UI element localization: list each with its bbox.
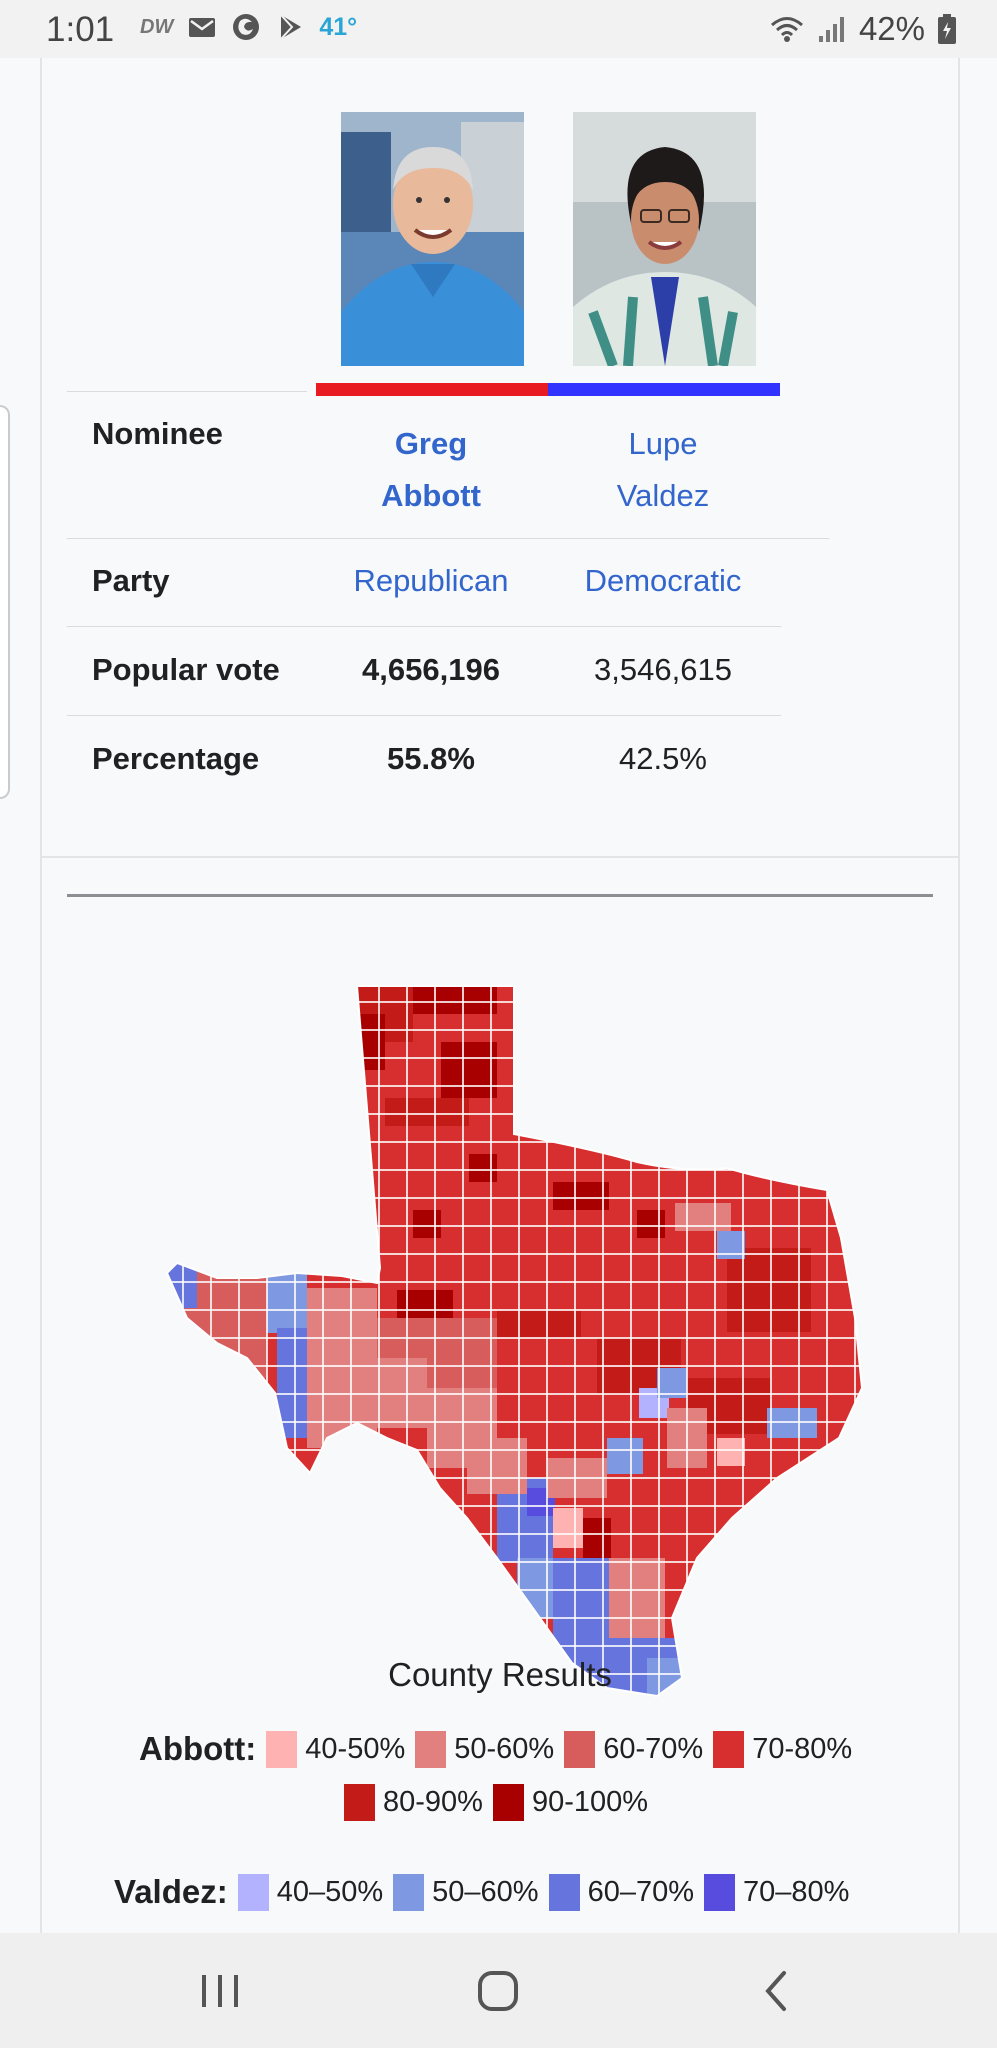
legend-item: 50–60% xyxy=(393,1873,539,1911)
nominee-abbott-first[interactable]: Greg xyxy=(394,426,468,461)
legend-swatch xyxy=(266,1730,298,1768)
play-store-icon xyxy=(280,14,302,40)
system-status-icons: 42% xyxy=(769,10,957,48)
legend-item: 70–80% xyxy=(704,1873,850,1911)
nominee-valdez-link[interactable]: Lupe Valdez xyxy=(548,418,778,522)
signal-icon xyxy=(818,17,844,42)
legend-item: 90-100% xyxy=(492,1784,649,1821)
nominee-abbott-link[interactable]: Greg Abbott xyxy=(316,418,546,522)
nominee-valdez-first[interactable]: Lupe xyxy=(628,426,698,461)
legend-label: 70–80% xyxy=(743,1875,850,1908)
legend-item: 40-50% xyxy=(266,1730,406,1768)
notification-icons: DW 41° xyxy=(140,12,357,42)
wifi-icon xyxy=(770,17,803,42)
weather-temperature: 41° xyxy=(319,12,358,41)
legend-item: 60–70% xyxy=(548,1873,695,1911)
divider xyxy=(67,391,307,392)
popular-vote-abbott: 4,656,196 xyxy=(362,652,500,687)
back-icon[interactable] xyxy=(748,1963,808,2019)
recent-apps-icon[interactable] xyxy=(190,1963,250,2019)
legend-item: 40–50% xyxy=(237,1873,384,1911)
legend-swatch xyxy=(704,1873,736,1911)
legend-swatch xyxy=(713,1730,745,1768)
legend-abbott-row2: 80-90% 90-100% xyxy=(344,1784,658,1821)
status-bar: 1:01 DW 41° 42% xyxy=(0,0,997,58)
legend-label: 60–70% xyxy=(587,1875,695,1908)
percentage-label: Percentage xyxy=(92,741,260,776)
legend-label: 40–50% xyxy=(276,1875,384,1908)
section-divider xyxy=(42,856,958,858)
legend-label: 50–60% xyxy=(432,1875,539,1908)
legend-item: 80-90% xyxy=(344,1784,483,1821)
party-democratic-link[interactable]: Democratic xyxy=(584,563,742,598)
legend-item: 60-70% xyxy=(564,1730,704,1768)
nominee-label: Nominee xyxy=(92,416,223,451)
dw-icon: DW xyxy=(140,15,174,38)
legend-swatch xyxy=(344,1784,375,1821)
legend-swatch xyxy=(393,1873,425,1911)
legend-swatch xyxy=(548,1873,580,1911)
legend-item: 70-80% xyxy=(713,1730,853,1768)
legend-label: 50-60% xyxy=(454,1732,555,1765)
legend-swatch xyxy=(564,1730,596,1768)
party-republican-link[interactable]: Republican xyxy=(353,563,509,598)
candidate-photo-valdez[interactable] xyxy=(573,112,756,366)
popular-vote-valdez: 3,546,615 xyxy=(594,652,732,687)
candidate-photo-abbott[interactable] xyxy=(341,112,524,366)
republican-color-bar xyxy=(316,383,548,396)
map-rule xyxy=(67,894,933,897)
nominee-valdez-last[interactable]: Valdez xyxy=(616,478,710,513)
home-icon[interactable] xyxy=(468,1963,528,2019)
mail-icon xyxy=(189,18,216,37)
legend-valdez-title: Valdez: xyxy=(114,1873,228,1910)
legend-label: 70-80% xyxy=(752,1732,853,1765)
divider xyxy=(67,626,781,627)
legend-swatch xyxy=(237,1873,269,1911)
battery-percentage: 42% xyxy=(858,10,925,47)
legend-label: 90-100% xyxy=(531,1786,649,1818)
legend-abbott-row1: Abbott: 40-50% 50-60% 60-70% 70-80% xyxy=(139,1730,862,1768)
nominee-abbott-last[interactable]: Abbott xyxy=(381,478,481,513)
percentage-abbott: 55.8% xyxy=(387,741,475,776)
party-label: Party xyxy=(92,563,170,598)
legend-swatch xyxy=(415,1730,447,1768)
legend-abbott-title: Abbott: xyxy=(139,1730,257,1767)
legend-label: 40-50% xyxy=(305,1732,406,1765)
legend-label: 60-70% xyxy=(603,1732,704,1765)
divider xyxy=(67,715,781,716)
percentage-valdez: 42.5% xyxy=(619,741,707,776)
popular-vote-label: Popular vote xyxy=(92,652,280,687)
firefox-icon xyxy=(233,14,260,40)
legend-swatch xyxy=(492,1784,524,1821)
battery-icon xyxy=(938,14,956,44)
election-infobox: Nominee Greg Abbott Lupe Valdez Party Re… xyxy=(40,58,960,1933)
legend-valdez-row: Valdez: 40–50% 50–60% 60–70% 70–80% xyxy=(114,1873,859,1911)
democratic-color-bar xyxy=(548,383,780,396)
navigation-bar xyxy=(0,1933,997,2048)
divider xyxy=(67,538,829,539)
legend-label: 80-90% xyxy=(383,1786,483,1818)
texas-county-results-map[interactable] xyxy=(127,918,907,1713)
map-caption: County Results xyxy=(388,1656,612,1693)
side-drawer-handle[interactable] xyxy=(0,405,10,799)
legend-item: 50-60% xyxy=(415,1730,555,1768)
status-time: 1:01 xyxy=(46,10,115,49)
